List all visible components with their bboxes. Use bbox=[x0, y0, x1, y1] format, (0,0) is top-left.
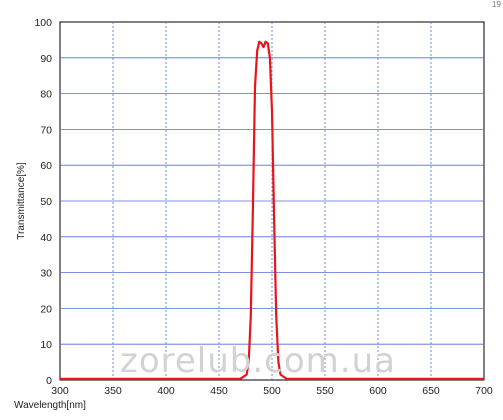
corner-mark: 19 bbox=[492, 0, 501, 9]
x-tick-labels: 300 350 400 450 500 550 600 650 700 bbox=[51, 385, 493, 397]
series-line-transmittance bbox=[60, 40, 484, 380]
y-tick-label: 70 bbox=[40, 124, 52, 136]
y-tick-label: 90 bbox=[40, 53, 52, 65]
y-tick-label: 30 bbox=[40, 268, 52, 280]
x-tick-label: 300 bbox=[51, 385, 69, 397]
x-tick-label: 450 bbox=[210, 385, 228, 397]
x-tick-label: 500 bbox=[263, 385, 281, 397]
x-tick-label: 550 bbox=[316, 385, 334, 397]
x-tick-label: 350 bbox=[104, 385, 122, 397]
y-tick-label: 80 bbox=[40, 89, 52, 101]
watermark-text: zorelub.com.ua bbox=[120, 341, 396, 381]
y-tick-label: 0 bbox=[46, 375, 52, 387]
y-axis-title: Transmittance[%] bbox=[16, 162, 27, 240]
y-tick-label: 60 bbox=[40, 160, 52, 172]
x-axis-title: Wavelength[nm] bbox=[14, 400, 86, 411]
x-tick-label: 600 bbox=[369, 385, 387, 397]
y-tick-label: 10 bbox=[40, 339, 52, 351]
x-tick-label: 700 bbox=[475, 385, 493, 397]
series-group bbox=[60, 40, 484, 380]
x-tick-label: 400 bbox=[157, 385, 175, 397]
y-tick-label: 100 bbox=[34, 17, 52, 29]
y-tick-labels: 0 10 20 30 40 50 60 70 80 90 100 bbox=[34, 17, 52, 387]
y-tick-label: 20 bbox=[40, 303, 52, 315]
y-tick-label: 40 bbox=[40, 232, 52, 244]
x-tick-label: 650 bbox=[422, 385, 440, 397]
y-tick-label: 50 bbox=[40, 196, 52, 208]
